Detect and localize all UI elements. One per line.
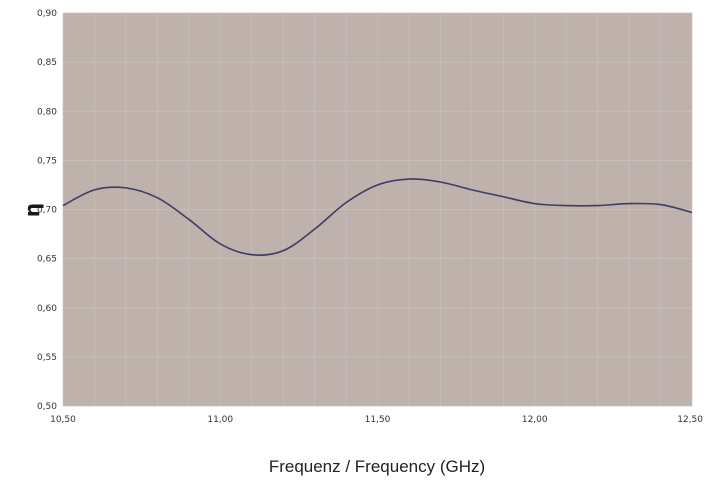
- y-tick-label: 0,90: [37, 9, 57, 19]
- x-tick-label: 11,00: [207, 415, 233, 425]
- y-tick-label: 0,55: [37, 353, 57, 363]
- y-tick-label: 0,75: [37, 156, 57, 166]
- x-tick-label: 12,50: [677, 415, 703, 425]
- x-axis-ticks: 10,50 11,00 11,50 12,00 12,50: [50, 415, 703, 425]
- x-tick-label: 11,50: [365, 415, 391, 425]
- y-axis-ticks: 0,50 0,55 0,60 0,65 0,70 0,75 0,80 0,85 0,90: [37, 9, 57, 412]
- series-line: [62, 178, 693, 256]
- y-tick-label: 0,50: [37, 402, 57, 412]
- y-tick-label: 0,65: [37, 255, 57, 265]
- y-axis-label: η: [20, 203, 44, 217]
- y-tick-label: 0,85: [37, 58, 57, 68]
- x-tick-label: 12,00: [522, 415, 548, 425]
- y-tick-label: 0,70: [37, 206, 57, 216]
- y-tick-label: 0,60: [37, 304, 57, 314]
- y-tick-label: 0,80: [37, 107, 57, 117]
- x-axis-label: Frequenz / Frequency (GHz): [269, 457, 485, 476]
- grid-lines: [62, 12, 693, 407]
- x-tick-label: 10,50: [50, 415, 76, 425]
